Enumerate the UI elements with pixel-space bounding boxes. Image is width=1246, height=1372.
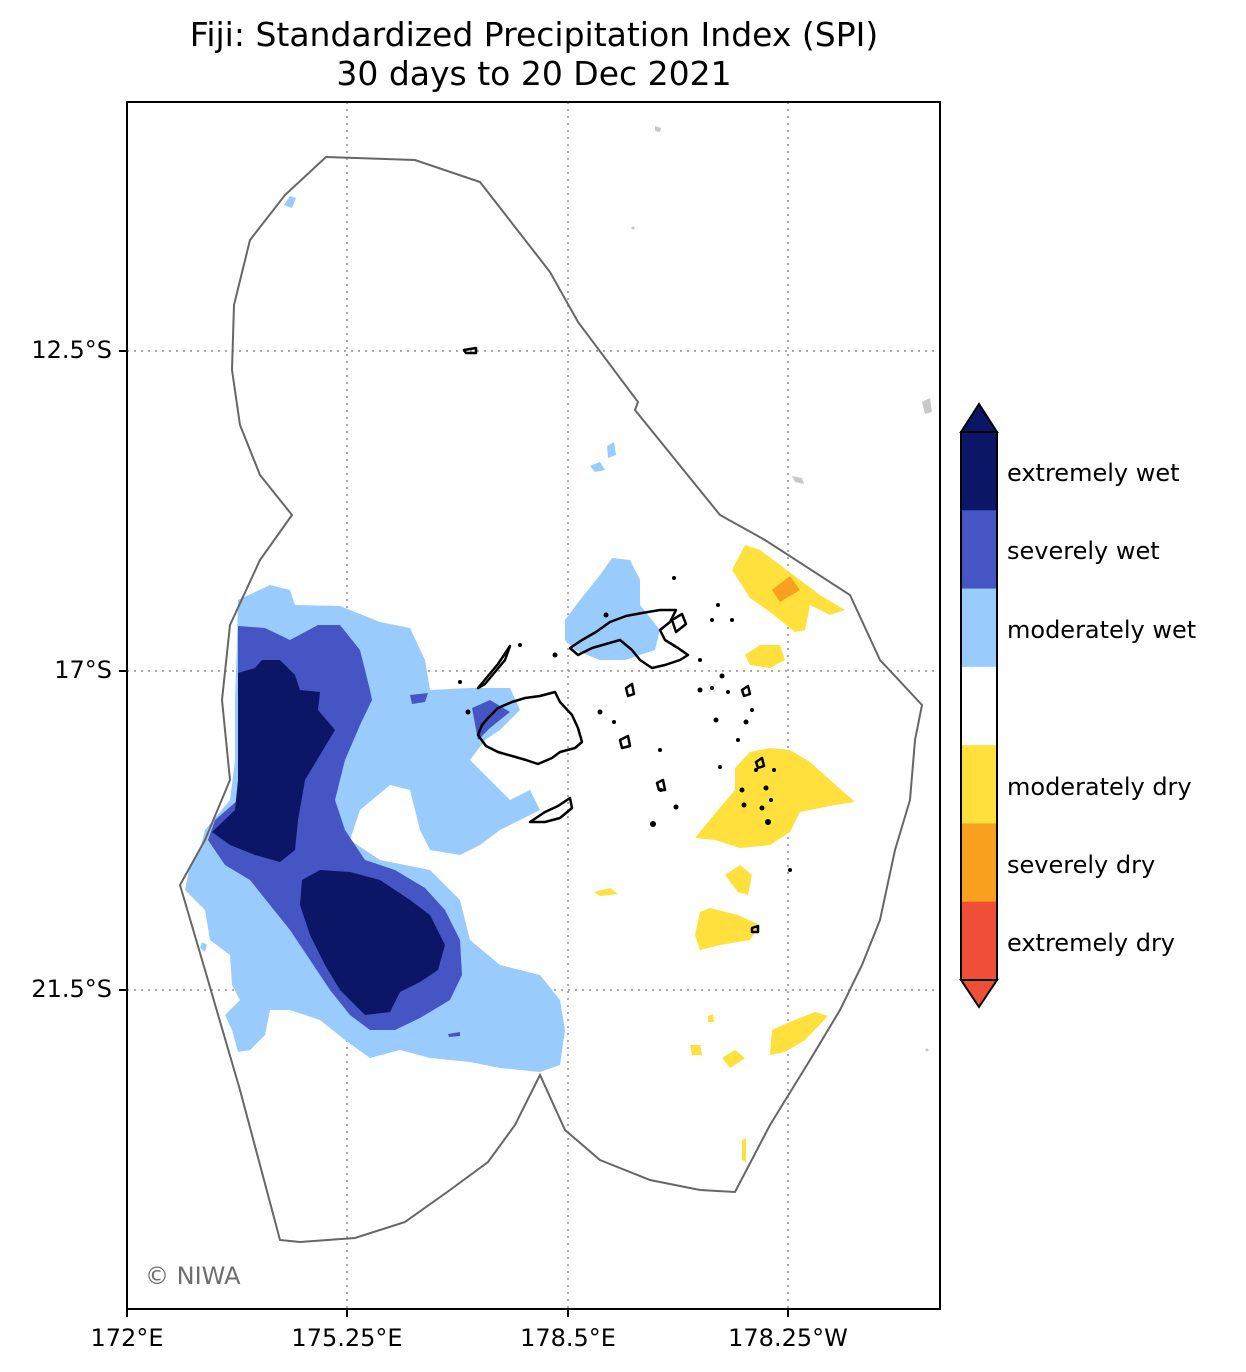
x-tick-label: 172°E xyxy=(90,1324,164,1352)
legend-label-extremely-wet: extremely wet xyxy=(1007,459,1180,487)
colorbar-segment xyxy=(961,432,997,511)
legend-label-extremely-dry: extremely dry xyxy=(1007,929,1176,957)
small-islands xyxy=(458,576,792,872)
gau-coastline xyxy=(624,682,636,698)
yasawa-coastline xyxy=(476,644,512,690)
colorbar-segment xyxy=(961,666,997,746)
colorbar-outline xyxy=(960,431,998,981)
y-tick-label: 21.5°S xyxy=(31,975,112,1003)
x-tick-label: 178.5°E xyxy=(520,1324,616,1352)
legend-label-severely-wet: severely wet xyxy=(1007,537,1160,565)
ono-ilau-coastline xyxy=(750,924,760,934)
colorbar-extend-wet xyxy=(959,402,999,433)
y-tick-label: 17°S xyxy=(54,656,112,684)
fiji-coastlines xyxy=(462,346,766,934)
vanua-levu-coastline xyxy=(568,608,690,670)
extremely-wet-areas xyxy=(212,660,445,1015)
rotuma-coastline xyxy=(462,346,478,355)
severely-dry-areas xyxy=(772,576,800,602)
moala-coastline xyxy=(655,778,667,792)
colorbar-segment xyxy=(961,823,997,903)
x-tick-label: 178.25°W xyxy=(728,1324,848,1352)
tick-marks xyxy=(119,350,789,1317)
x-tick-label: 175.25°E xyxy=(291,1324,403,1352)
neighbouring-land xyxy=(631,126,932,1052)
legend-label-moderately-dry: moderately dry xyxy=(1007,773,1192,801)
y-tick-label: 12.5°S xyxy=(31,336,112,364)
eez-boundary xyxy=(178,155,924,1244)
kadavu-coastline xyxy=(528,796,574,824)
colorbar-segment xyxy=(961,901,997,981)
lakeba-coastline xyxy=(740,684,752,698)
colorbar-segment xyxy=(961,745,997,824)
ovalau-coastline xyxy=(618,734,632,750)
map-subtitle: 30 days to 20 Dec 2021 xyxy=(336,54,732,93)
spi-colorbar xyxy=(959,402,999,1009)
legend-label-moderately-wet: moderately wet xyxy=(1007,616,1197,644)
map-frame xyxy=(126,101,941,1310)
colorbar-segment xyxy=(961,510,997,590)
kabara-coastline xyxy=(754,756,766,770)
colorbar-extend-dry xyxy=(959,979,999,1009)
map-title: Fiji: Standardized Precipitation Index (… xyxy=(189,15,879,54)
credit-text: © NIWA xyxy=(145,1262,241,1290)
legend-label-severely-dry: severely dry xyxy=(1007,851,1156,879)
viti-levu-coastline xyxy=(476,690,584,766)
colorbar-segment xyxy=(961,588,997,668)
taveuni-coastline xyxy=(670,612,688,634)
